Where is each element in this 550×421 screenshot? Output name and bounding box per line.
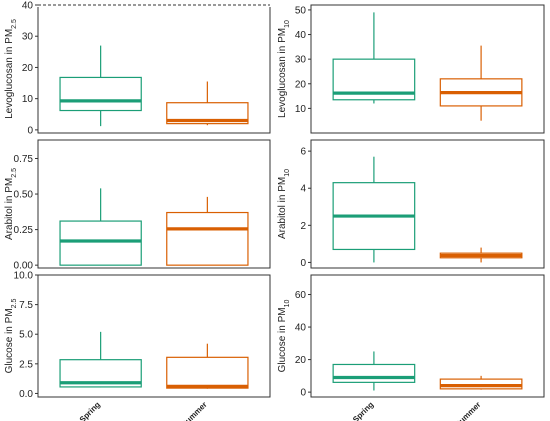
box-summer — [166, 81, 249, 126]
box-iqr — [166, 356, 249, 389]
y-tick-label: 0.50 — [14, 190, 34, 201]
box-summer — [439, 247, 523, 263]
y-tick-label: 50 — [295, 5, 307, 16]
y-tick-label: 0 — [300, 388, 306, 399]
y-tick-label: 40 — [22, 1, 34, 12]
y-tick-label: 20 — [22, 63, 34, 74]
y-tick-label: 0.0 — [19, 389, 33, 400]
y-tick-label: 20 — [295, 355, 307, 366]
y-tick-label: 40 — [295, 323, 307, 334]
panel-frame — [310, 139, 545, 269]
y-tick-label: 2.5 — [19, 359, 33, 370]
y-tick-label: 0 — [300, 258, 306, 269]
box-summer — [166, 343, 249, 389]
box-summer — [166, 196, 249, 266]
panel-frame — [37, 274, 271, 398]
y-tick-label: 2 — [300, 221, 306, 232]
y-tick-label: 0 — [27, 125, 33, 136]
x-category-label: Spring — [351, 400, 375, 421]
y-tick-label: 40 — [295, 30, 307, 41]
box-iqr — [59, 76, 142, 112]
y-tick-label: 5.0 — [19, 330, 33, 341]
y-axis-label: Levoglucosan in PM10 — [277, 20, 291, 118]
panel-frame — [310, 274, 545, 398]
box-iqr — [439, 378, 523, 390]
y-tick-label: 30 — [295, 55, 307, 66]
box-spring — [59, 45, 142, 127]
y-axis-label: Arabitol in PM2.5 — [4, 168, 18, 240]
box-spring — [332, 12, 416, 104]
y-axis-label: Glucose in PM2.5 — [4, 299, 18, 374]
y-tick-label: 6 — [300, 147, 306, 158]
y-tick-label: 0.00 — [14, 261, 34, 272]
panel-6: 0 20 40 60 Glucose in PM10 Spring Summer — [277, 274, 545, 421]
y-tick-label: 30 — [22, 32, 34, 43]
panel-4: 0 2 4 6 Arabitol in PM10 — [277, 139, 545, 269]
y-tick-label: 7.5 — [19, 300, 33, 311]
y-tick-label: 10 — [295, 104, 307, 115]
box-iqr — [332, 363, 416, 383]
panel-2: 10 20 30 40 50 Levoglucosan in PM10 — [277, 4, 545, 134]
panel-frame — [37, 139, 271, 269]
x-category-label: Summer — [454, 400, 483, 421]
y-tick-label: 0.25 — [14, 225, 34, 236]
x-category-label: Spring — [78, 400, 102, 421]
panel-3: 0.00 0.25 0.50 0.75 Arabitol in PM2.5 — [4, 139, 271, 272]
box-summer — [439, 375, 523, 390]
y-tick-label: 10.0 — [14, 271, 34, 282]
box-spring — [59, 188, 142, 266]
panel-1: 0 10 20 30 40 Levoglucosan in PM2.5 — [4, 1, 271, 136]
y-axis-label: Arabitol in PM10 — [277, 169, 291, 239]
x-category-label: Summer — [180, 400, 209, 421]
panel-frame — [310, 4, 545, 134]
y-tick-label: 10 — [22, 94, 34, 105]
box-summer — [439, 45, 523, 121]
box-iqr — [166, 102, 249, 125]
y-tick-label: 0.75 — [14, 154, 34, 165]
y-tick-label: 20 — [295, 79, 307, 90]
panel-5: 0.0 2.5 5.0 7.5 10.0 Glucose in PM2.5 Spring Su… — [4, 271, 271, 421]
y-axis-label: Levoglucosan in PM2.5 — [4, 19, 18, 119]
y-axis-label: Glucose in PM10 — [277, 299, 291, 372]
y-tick-label: 4 — [300, 184, 306, 195]
box-iqr — [166, 211, 249, 266]
y-tick-label: 60 — [295, 290, 307, 301]
box-spring — [332, 351, 416, 391]
box-spring — [332, 156, 416, 263]
box-iqr — [59, 220, 142, 266]
box-spring — [59, 331, 142, 388]
